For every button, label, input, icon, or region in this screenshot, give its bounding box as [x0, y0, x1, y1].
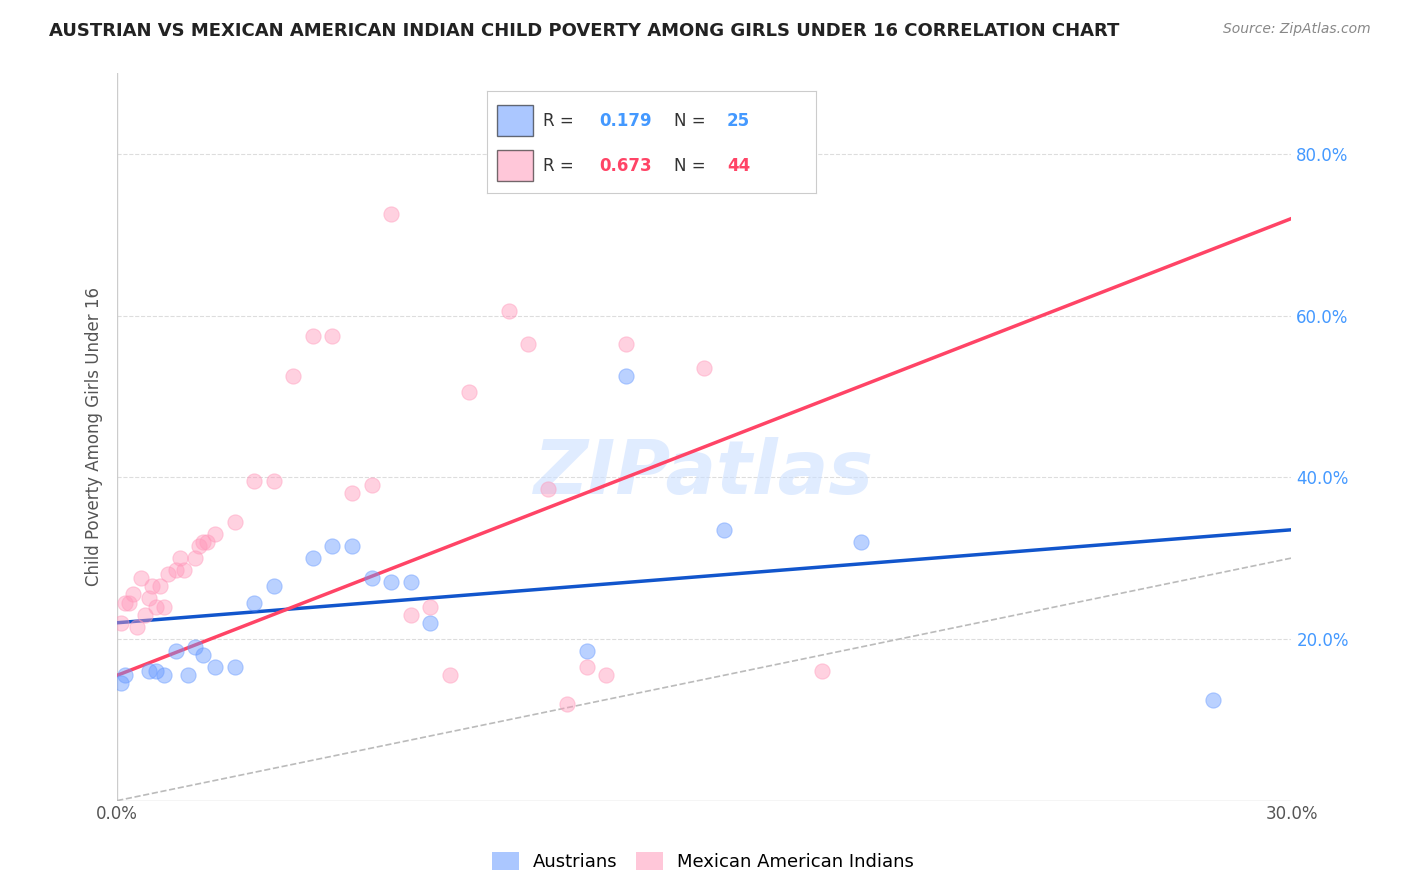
Point: [224, 660, 246, 674]
Point: [224, 515, 246, 529]
Point: [849, 535, 872, 549]
Point: [517, 336, 540, 351]
Point: [575, 644, 598, 658]
Point: [439, 668, 461, 682]
Point: [263, 475, 285, 489]
Point: [614, 369, 637, 384]
Point: [399, 607, 422, 622]
Point: [110, 676, 132, 690]
Point: [340, 486, 363, 500]
Point: [283, 369, 305, 384]
Point: [302, 551, 325, 566]
Point: [195, 535, 218, 549]
Point: [419, 599, 441, 614]
Point: [340, 539, 363, 553]
Point: [419, 615, 441, 630]
Point: [193, 648, 215, 662]
Point: [153, 599, 176, 614]
Point: [498, 304, 520, 318]
Point: [129, 571, 152, 585]
Point: [153, 668, 176, 682]
Text: Source: ZipAtlas.com: Source: ZipAtlas.com: [1223, 22, 1371, 37]
Point: [138, 591, 160, 606]
Point: [243, 595, 266, 609]
Point: [537, 483, 560, 497]
Point: [125, 620, 148, 634]
Point: [302, 328, 325, 343]
Point: [360, 478, 382, 492]
Point: [114, 595, 136, 609]
Point: [204, 526, 226, 541]
Point: [380, 575, 402, 590]
Point: [321, 539, 343, 553]
Point: [165, 563, 187, 577]
Point: [693, 361, 716, 376]
Point: [575, 660, 598, 674]
Point: [134, 607, 156, 622]
Point: [110, 615, 132, 630]
Point: [713, 523, 735, 537]
Point: [810, 665, 832, 679]
Point: [733, 130, 755, 145]
Point: [121, 587, 143, 601]
Point: [243, 475, 266, 489]
Point: [204, 660, 226, 674]
Point: [157, 567, 180, 582]
Point: [169, 551, 191, 566]
Point: [188, 539, 211, 553]
Point: [176, 668, 198, 682]
Point: [145, 599, 167, 614]
Point: [149, 579, 172, 593]
Point: [193, 535, 215, 549]
Point: [184, 640, 207, 654]
Point: [360, 571, 382, 585]
Point: [399, 575, 422, 590]
Legend: Austrians, Mexican American Indians: Austrians, Mexican American Indians: [485, 845, 921, 879]
Point: [141, 579, 163, 593]
Point: [595, 668, 617, 682]
Point: [614, 336, 637, 351]
Point: [165, 644, 187, 658]
Point: [380, 207, 402, 221]
Point: [118, 595, 141, 609]
Text: ZIPatlas: ZIPatlas: [534, 437, 875, 509]
Point: [145, 665, 167, 679]
Point: [263, 579, 285, 593]
Point: [184, 551, 207, 566]
Text: AUSTRIAN VS MEXICAN AMERICAN INDIAN CHILD POVERTY AMONG GIRLS UNDER 16 CORRELATI: AUSTRIAN VS MEXICAN AMERICAN INDIAN CHIL…: [49, 22, 1119, 40]
Point: [557, 697, 579, 711]
Point: [173, 563, 195, 577]
Point: [321, 328, 343, 343]
Point: [114, 668, 136, 682]
Point: [138, 665, 160, 679]
Y-axis label: Child Poverty Among Girls Under 16: Child Poverty Among Girls Under 16: [86, 287, 103, 586]
Point: [458, 385, 481, 400]
Point: [1202, 692, 1225, 706]
